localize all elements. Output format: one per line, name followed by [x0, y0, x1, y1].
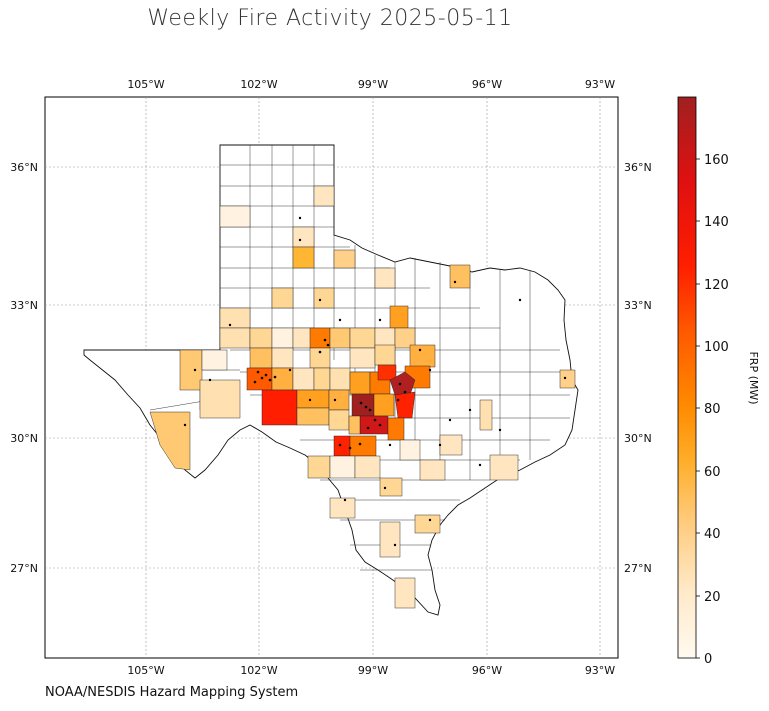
right-latitude-labels: 36°N 33°N 30°N 27°N: [624, 161, 652, 575]
top-lon-label: 102°W: [240, 78, 277, 91]
left-latitude-labels: 36°N 33°N 30°N 27°N: [10, 161, 38, 575]
colorbar: [677, 96, 697, 659]
left-lat-label: 33°N: [10, 299, 38, 312]
colorbar-tick-label: 0: [704, 652, 712, 667]
top-lon-label: 99°W: [358, 78, 388, 91]
top-lon-label: 105°W: [127, 78, 164, 91]
right-lat-label: 36°N: [624, 161, 652, 174]
colorbar-tick-label: 140: [704, 215, 729, 230]
colorbar-tick-label: 40: [704, 527, 721, 542]
bottom-lon-label: 102°W: [240, 664, 277, 677]
bottom-longitude-labels: 105°W 102°W 99°W 96°W 93°W: [127, 664, 615, 677]
colorbar-tick-label: 80: [704, 402, 721, 417]
fire-detections: [183, 216, 567, 547]
bottom-lon-label: 99°W: [358, 664, 388, 677]
colorbar-tick-labels: 0 20 40 60 80 100 120 140 160: [704, 153, 729, 667]
bottom-lon-label: 93°W: [585, 664, 615, 677]
right-lat-label: 30°N: [624, 432, 652, 445]
left-lat-label: 27°N: [10, 562, 38, 575]
colorbar-tick-label: 120: [704, 278, 729, 293]
colorbar-label: FRP (MW): [747, 351, 760, 404]
right-lat-label: 27°N: [624, 562, 652, 575]
top-lon-label: 96°W: [472, 78, 502, 91]
county-fills: [149, 185, 576, 609]
colorbar-ticks: [696, 158, 700, 659]
map-title: Weekly Fire Activity 2025-05-11: [147, 6, 513, 31]
bottom-lon-label: 105°W: [127, 664, 164, 677]
colorbar-tick-label: 100: [704, 340, 729, 355]
colorbar-tick-label: 60: [704, 465, 721, 480]
colorbar-tick-label: 160: [704, 153, 729, 168]
colorbar-tick-label: 20: [704, 590, 721, 605]
right-lat-label: 33°N: [624, 299, 652, 312]
credit-text: NOAA/NESDIS Hazard Mapping System: [45, 685, 299, 700]
left-lat-label: 30°N: [10, 432, 38, 445]
top-longitude-labels: 105°W 102°W 99°W 96°W 93°W: [127, 78, 615, 91]
bottom-lon-label: 96°W: [472, 664, 502, 677]
left-lat-label: 36°N: [10, 161, 38, 174]
top-lon-label: 93°W: [585, 78, 615, 91]
